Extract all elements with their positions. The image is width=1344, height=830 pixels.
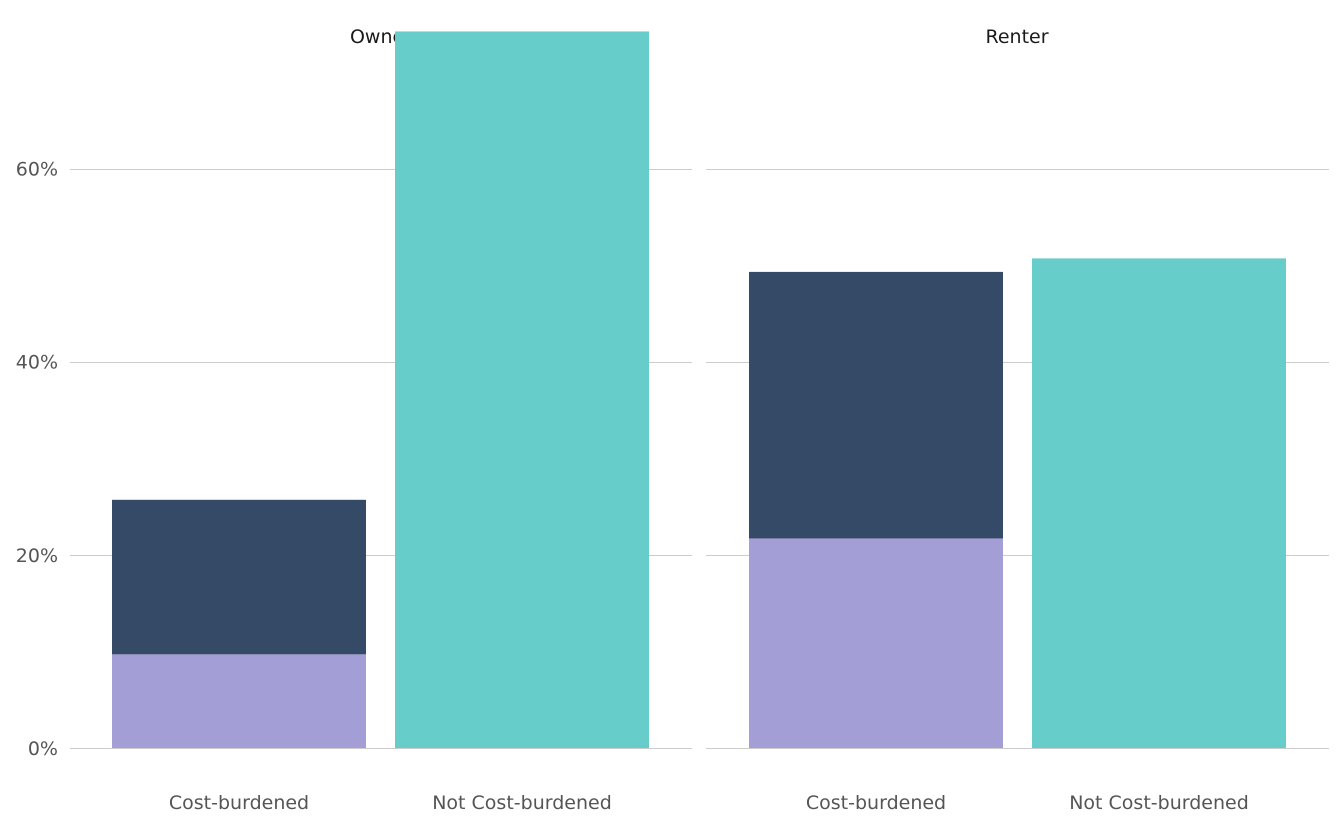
- x-category-label: Cost-burdened: [169, 792, 309, 814]
- facet-title-renter: Renter: [985, 26, 1048, 48]
- bar-segment: [395, 31, 649, 748]
- y-tick-label: 40%: [16, 352, 58, 374]
- y-tick-label: 20%: [16, 545, 58, 567]
- y-tick-label: 60%: [16, 159, 58, 181]
- x-category-label: Not Cost-burdened: [432, 792, 612, 814]
- bar-segment: [112, 499, 366, 655]
- bar-segment: [749, 538, 1003, 748]
- bar-segment: [749, 271, 1003, 539]
- bar-segment: [112, 654, 366, 748]
- y-tick-label: 0%: [28, 738, 58, 760]
- facet-owner: Owner Cost-burdened Not Cost-burdened: [70, 26, 692, 814]
- x-category-label: Not Cost-burdened: [1069, 792, 1249, 814]
- bar-segment: [1032, 258, 1286, 748]
- x-category-label: Cost-burdened: [806, 792, 946, 814]
- facet-renter: Renter Cost-burdened Not Cost-burdened: [706, 26, 1329, 814]
